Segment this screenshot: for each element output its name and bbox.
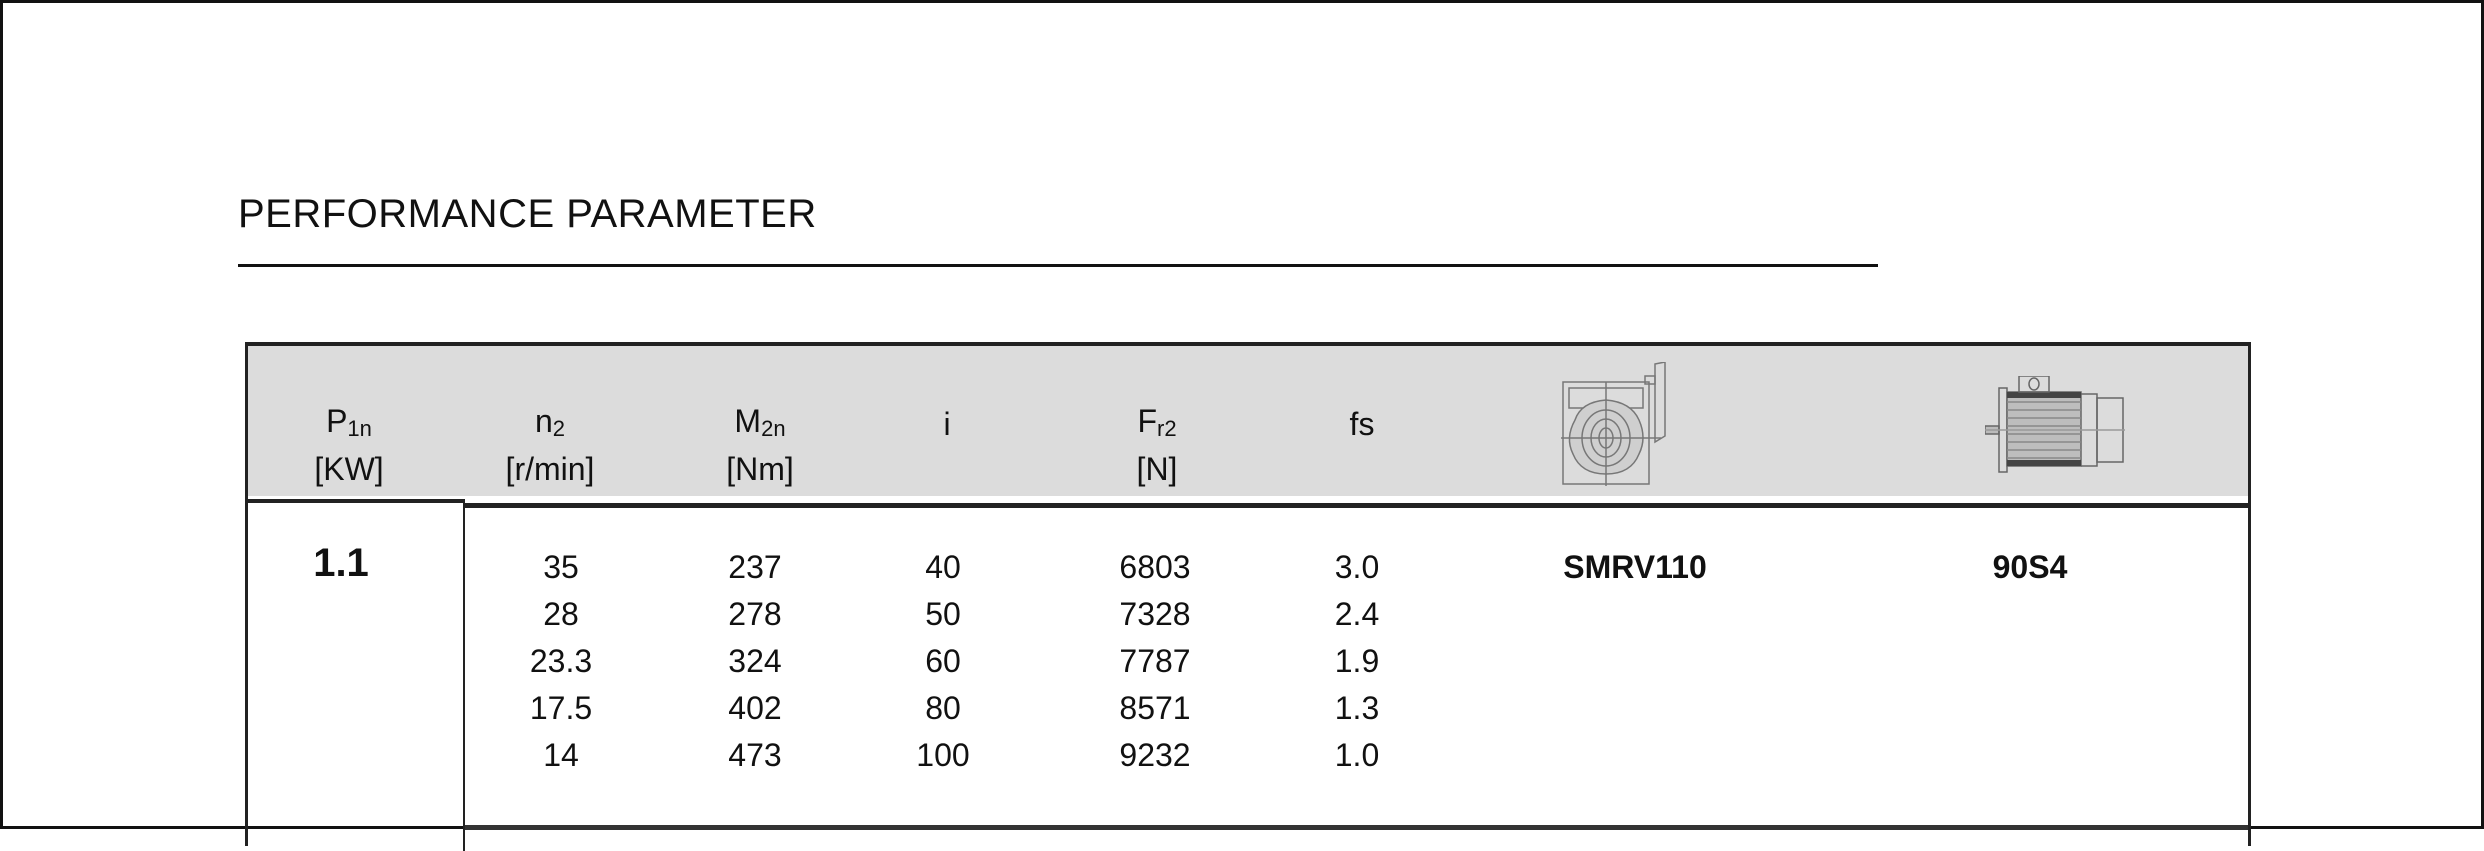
header-p1n: P1n [KW] [314,401,383,489]
motor-model: 90S4 [1992,549,2068,585]
m2n-value: 324 [728,643,782,679]
row-bottom-divider [465,825,2248,830]
n2-value: 28 [543,596,579,632]
column-divider [463,501,465,851]
performance-table: P1n [KW] n2 [r/min] M2n [Nm] i Fr2 [N] f… [245,342,2251,851]
header-n2-unit: [r/min] [505,451,595,487]
page-title: PERFORMANCE PARAMETER [238,192,817,236]
power-value: 1.1 [313,541,369,585]
header-p1n-sub: 1n [347,416,372,441]
header-n2: n2 [r/min] [506,401,595,489]
header-m2n-symbol: M [734,403,762,439]
header-fr2: Fr2 [N] [1137,401,1178,489]
header-p1n-symbol: P [326,403,348,439]
header-n2-sub: 2 [552,416,566,441]
n2-value: 23.3 [529,643,593,679]
fr2-value: 9232 [1119,737,1191,773]
table-header: P1n [KW] n2 [r/min] M2n [Nm] i Fr2 [N] f… [248,346,2248,496]
fr2-value: 7328 [1119,596,1191,632]
ratio-column: 40 50 60 80 100 [916,544,969,779]
n2-value: 14 [543,737,579,773]
gearbox-model: SMRV110 [1563,549,1707,585]
fr2-column: 6803 7328 7787 8571 9232 [1119,544,1190,779]
m2n-value: 473 [728,737,782,773]
header-n2-symbol: n [534,403,553,439]
header-m2n: M2n [Nm] [726,401,794,489]
header-divider-left [248,499,465,503]
header-fs-symbol: fs [1349,406,1375,442]
header-fs: fs [1350,404,1375,444]
worm-gearbox-drawing-icon [1561,362,1666,486]
ratio-value: 80 [925,690,961,726]
header-divider [465,503,2248,508]
ratio-value: 40 [925,549,961,585]
header-m2n-unit: [Nm] [726,451,794,487]
m2n-column: 237 278 324 402 473 [728,544,781,779]
fs-value: 2.4 [1334,596,1380,632]
fr2-value: 7787 [1119,643,1191,679]
electric-motor-drawing-icon [1985,376,2125,473]
fs-column: 3.0 2.4 1.9 1.3 1.0 [1335,544,1379,779]
fr2-value: 8571 [1119,690,1191,726]
m2n-value: 237 [728,549,782,585]
n2-value: 35 [543,549,579,585]
fs-value: 3.0 [1334,549,1380,585]
title-underline [238,264,1878,267]
ratio-value: 100 [916,737,970,773]
m2n-value: 278 [728,596,782,632]
header-i-symbol: i [943,406,951,442]
header-fr2-unit: [N] [1136,451,1178,487]
fs-value: 1.0 [1334,737,1380,773]
fr2-value: 6803 [1119,549,1191,585]
header-fr2-sub: r2 [1156,416,1177,441]
ratio-value: 60 [925,643,961,679]
n2-value: 17.5 [529,690,593,726]
header-i: i [943,404,950,444]
header-p1n-unit: [KW] [314,451,384,487]
fs-value: 1.9 [1334,643,1380,679]
ratio-value: 50 [925,596,961,632]
n2-column: 35 28 23.3 17.5 14 [530,544,592,779]
fs-value: 1.3 [1334,690,1380,726]
m2n-value: 402 [728,690,782,726]
header-fr2-symbol: F [1137,403,1157,439]
header-m2n-sub: 2n [761,416,786,441]
